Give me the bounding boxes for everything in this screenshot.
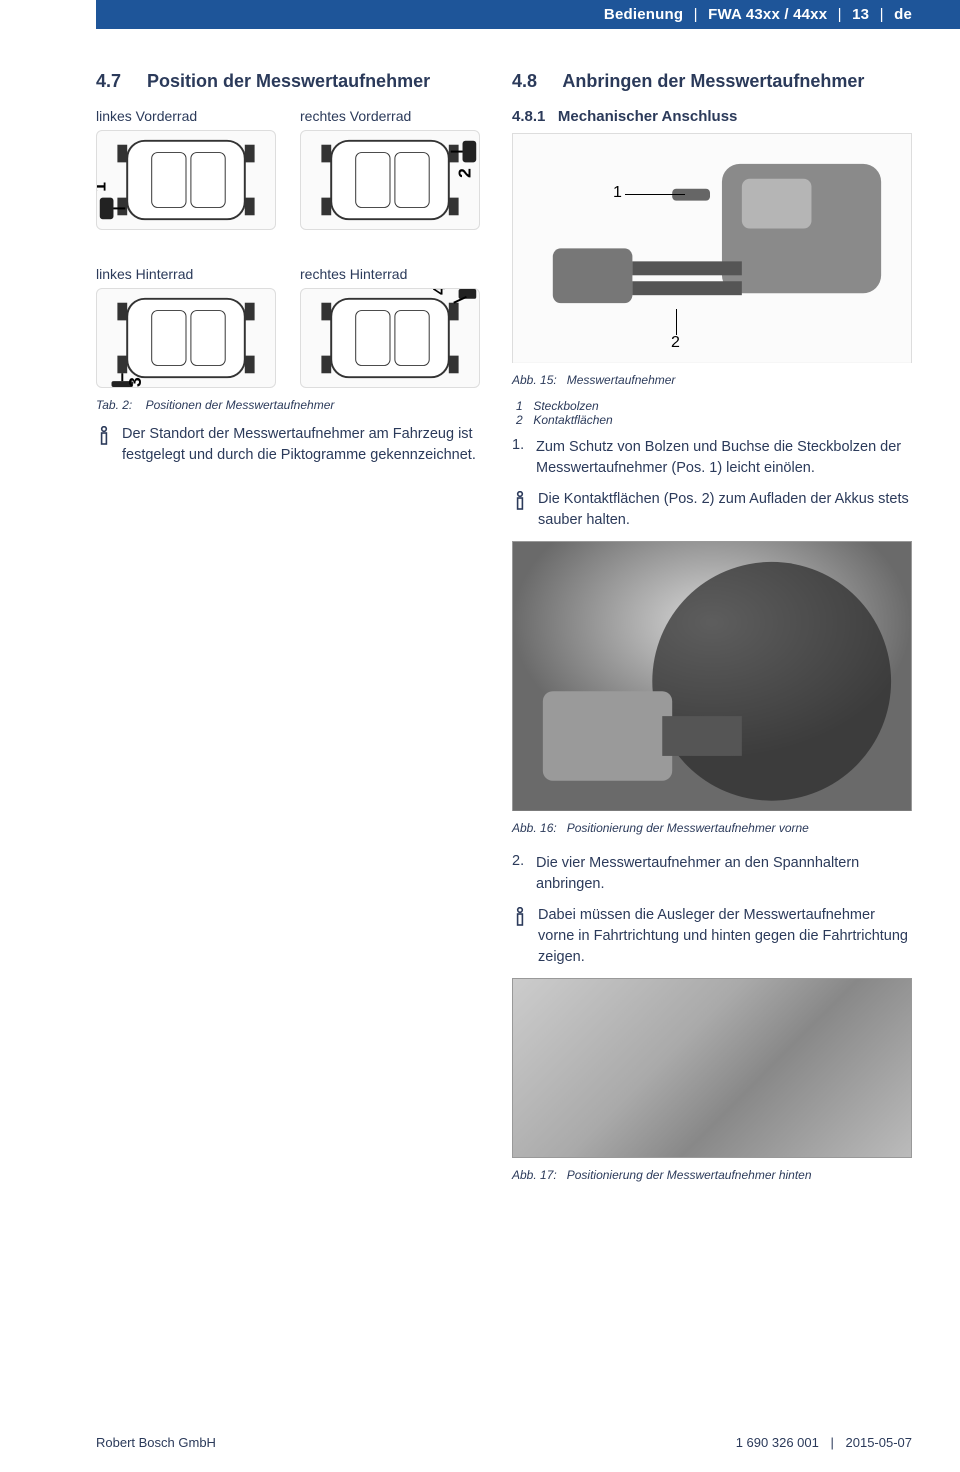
footer-date: 2015-05-07 — [846, 1435, 913, 1450]
left-column: 4.7 Position der Messwertaufnehmer linke… — [96, 53, 488, 531]
info-icon — [512, 491, 530, 516]
info-note-3: Dabei müssen die Ausleger der Messwertau… — [512, 905, 912, 968]
page-header: Bedienung | FWA 43xx / 44xx | 13 | de — [96, 0, 960, 29]
svg-text:4: 4 — [429, 289, 449, 295]
svg-text:1: 1 — [97, 182, 110, 192]
callout-2: 2 — [671, 334, 680, 352]
info-note-1: Der Standort der Messwertaufnehmer am Fa… — [96, 424, 488, 466]
section-4-8-title: 4.8 Anbringen der Messwertaufnehmer — [512, 71, 912, 92]
figure-16-caption: Abb. 16: Positionierung der Messwertaufn… — [512, 821, 912, 835]
figure-16-photo — [512, 541, 912, 811]
car-diagram-1: 1 — [96, 130, 276, 230]
figure-15-illustration: 1 2 — [512, 133, 912, 363]
subsection-4-8-1-title: 4.8.1 Mechanischer Anschluss — [512, 108, 912, 125]
car-diagram-3: 3 — [96, 288, 276, 388]
callout-1: 1 — [613, 184, 622, 202]
info-icon — [96, 426, 114, 451]
section-4-7-title: 4.7 Position der Messwertaufnehmer — [96, 71, 488, 92]
step-2: 2. Die vier Messwertaufnehmer an den Spa… — [512, 853, 912, 895]
label-rear-right: rechtes Hinterrad — [300, 266, 480, 282]
figure-17-photo — [512, 978, 912, 1158]
legend-item-2: 2 Kontaktflächen — [516, 413, 912, 427]
figure-17-caption: Abb. 17: Positionierung der Messwertaufn… — [512, 1168, 912, 1182]
table-2-caption: Tab. 2: Positionen der Messwertaufnehmer — [96, 398, 488, 412]
svg-text:2: 2 — [454, 168, 474, 178]
car-diagram-2: 2 — [300, 130, 480, 230]
svg-text:3: 3 — [125, 377, 145, 387]
figure-15-caption: Abb. 15: Messwertaufnehmer — [512, 373, 912, 387]
right-column: 4.8 Anbringen der Messwertaufnehmer 4.8.… — [512, 53, 912, 531]
label-front-left: linkes Vorderrad — [96, 108, 276, 124]
label-front-right: rechtes Vorderrad — [300, 108, 480, 124]
header-lang: de — [894, 6, 912, 23]
footer-doc-id: 1 690 326 001 — [736, 1435, 819, 1450]
info-note-2: Die Kontaktflächen (Pos. 2) zum Aufladen… — [512, 489, 912, 531]
page-footer: Robert Bosch GmbH 1 690 326 001 | 2015-0… — [96, 1434, 912, 1450]
step-1: 1. Zum Schutz von Bolzen und Buchse die … — [512, 437, 912, 479]
header-page-number: 13 — [852, 6, 869, 23]
footer-company: Robert Bosch GmbH — [96, 1435, 216, 1450]
info-icon — [512, 907, 530, 932]
header-product: FWA 43xx / 44xx — [708, 6, 827, 23]
label-rear-left: linkes Hinterrad — [96, 266, 276, 282]
header-section: Bedienung — [604, 6, 683, 23]
legend-item-1: 1 Steckbolzen — [516, 399, 912, 413]
car-diagram-4: 4 — [300, 288, 480, 388]
